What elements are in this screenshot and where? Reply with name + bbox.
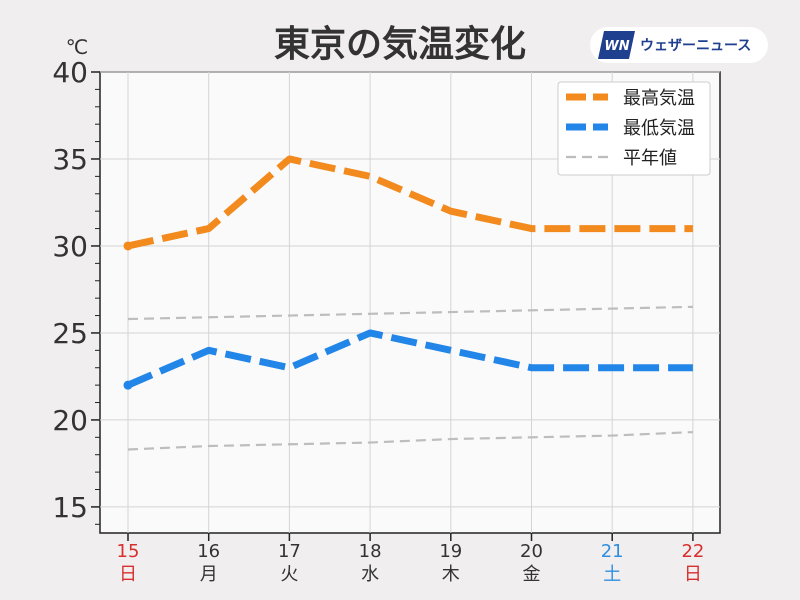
y-tick-label: 30 bbox=[52, 230, 88, 263]
x-tick-label-date: 18 bbox=[359, 541, 382, 562]
x-tick-label-date: 19 bbox=[439, 541, 462, 562]
x-tick-label-date: 21 bbox=[601, 541, 624, 562]
series-high-0 bbox=[123, 155, 693, 251]
x-tick-label-date: 17 bbox=[278, 541, 301, 562]
x-tick-label-date: 20 bbox=[520, 541, 543, 562]
x-tick-label-date: 22 bbox=[681, 541, 704, 562]
series-line-low bbox=[126, 329, 693, 389]
logo-mark-text: WN bbox=[604, 39, 629, 54]
y-tick-label: 15 bbox=[52, 491, 88, 524]
legend: 最高気温 最低気温 平年値 bbox=[557, 81, 711, 176]
series-line-normal bbox=[127, 431, 693, 451]
data-point-low bbox=[123, 380, 133, 390]
normal-series-layer bbox=[127, 305, 693, 451]
y-unit-label: ℃ bbox=[66, 35, 88, 59]
x-tick-label-weekday: 木 bbox=[442, 564, 460, 585]
x-tick-label-weekday: 水 bbox=[361, 564, 379, 585]
series-line-normal bbox=[127, 305, 693, 321]
series-normal-2 bbox=[127, 305, 693, 321]
y-tick-label: 25 bbox=[52, 317, 88, 350]
weathernews-logo: WN ウェザーニュース bbox=[590, 27, 768, 63]
data-point-high bbox=[123, 241, 133, 251]
chart-title: 東京の気温変化 bbox=[274, 23, 526, 65]
series-normal-3 bbox=[127, 431, 693, 451]
series-line-high bbox=[127, 155, 693, 250]
main-series-layer bbox=[123, 155, 693, 390]
y-tick-label: 20 bbox=[52, 404, 88, 437]
x-tick-label-weekday: 月 bbox=[200, 564, 218, 585]
y-tick-label: 40 bbox=[52, 56, 88, 89]
x-tick-label-weekday: 土 bbox=[603, 564, 621, 585]
series-low-1 bbox=[123, 329, 693, 390]
grid-lines bbox=[100, 71, 720, 533]
legend-label-high: 最高気温 bbox=[623, 88, 695, 109]
x-tick-label-date: 16 bbox=[197, 541, 220, 562]
legend-box bbox=[557, 81, 711, 176]
legend-label-normal: 平年値 bbox=[623, 148, 677, 169]
x-tick-label-date: 15 bbox=[117, 541, 140, 562]
logo-mark-badge bbox=[598, 31, 635, 59]
x-tick-label-weekday: 火 bbox=[280, 564, 298, 585]
y-tick-label: 35 bbox=[52, 143, 88, 176]
x-tick-label-weekday: 日 bbox=[119, 564, 137, 585]
legend-label-low: 最低気温 bbox=[623, 118, 695, 139]
x-tick-label-weekday: 日 bbox=[684, 564, 702, 585]
logo-brand-text: ウェザーニュース bbox=[640, 38, 751, 54]
x-tick-label-weekday: 金 bbox=[523, 564, 541, 585]
